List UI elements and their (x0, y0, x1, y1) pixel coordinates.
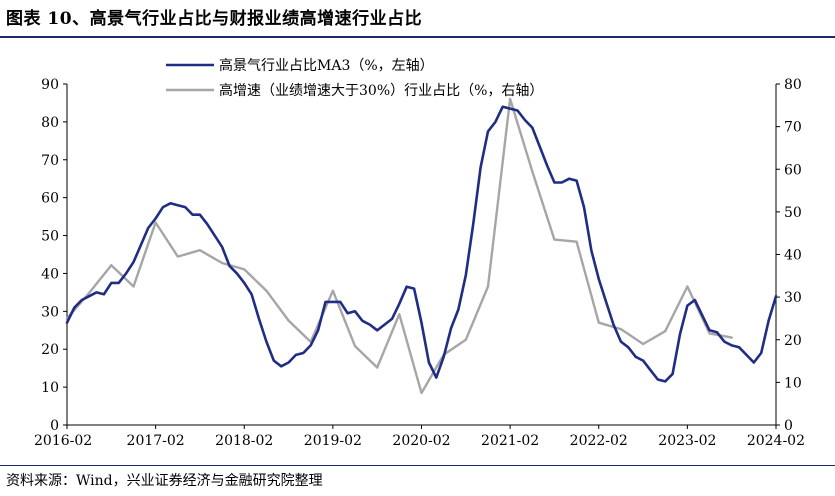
chart-title: 图表 10、高景气行业占比与财报业绩高增速行业占比 (6, 9, 423, 29)
right-tick-label: 0 (784, 418, 793, 434)
left-tick-label: 50 (41, 229, 59, 245)
x-tick-label: 2018-02 (215, 433, 273, 449)
left-tick-label: 60 (41, 191, 59, 207)
right-tick-label: 50 (784, 205, 802, 221)
series-line-high-prosperity (65, 105, 778, 383)
x-tick-label: 2019-02 (304, 433, 362, 449)
x-tick-label: 2022-02 (570, 433, 628, 449)
source-rule (0, 465, 835, 466)
legend-label-high-prosperity: 高景气行业占比MA3（%，左轴） (219, 57, 434, 74)
series-line-high-growth (65, 97, 733, 395)
source-note: 资料来源：Wind，兴业证券经济与金融研究院整理 (6, 473, 323, 489)
x-tick-label: 2016-02 (34, 433, 92, 449)
left-tick-label: 0 (50, 418, 59, 434)
right-tick-label: 80 (784, 77, 802, 93)
left-tick-label: 70 (41, 153, 59, 169)
chart-axes: 0 10 20 30 40 50 60 70 80 90 0 10 20 30 40 50 60 70 80 2016… (34, 77, 805, 449)
left-tick-label: 10 (41, 380, 59, 396)
chart-series (65, 97, 778, 395)
title-rule (0, 36, 835, 38)
left-tick-label: 30 (41, 304, 59, 320)
right-tick-label: 20 (784, 333, 802, 349)
x-tick-label: 2024-02 (747, 433, 805, 449)
left-tick-label: 40 (41, 266, 59, 282)
legend-label-high-growth: 高增速（业绩增速大于30%）行业占比（%，右轴） (219, 82, 543, 99)
x-tick-label: 2021-02 (481, 433, 539, 449)
x-tick-label: 2017-02 (127, 433, 185, 449)
left-tick-label: 20 (41, 342, 59, 358)
right-tick-label: 30 (784, 290, 802, 306)
x-tick-label: 2023-02 (658, 433, 716, 449)
left-tick-label: 80 (41, 115, 59, 131)
line-chart: 0 10 20 30 40 50 60 70 80 90 0 10 20 30 40 50 60 70 80 2016… (34, 57, 805, 449)
chart-legend: 高景气行业占比MA3（%，左轴） 高增速（业绩增速大于30%）行业占比（%，右轴） (166, 57, 543, 99)
right-tick-label: 60 (784, 162, 802, 178)
right-tick-label: 40 (784, 248, 802, 264)
right-tick-label: 70 (784, 120, 802, 136)
x-tick-label: 2020-02 (392, 433, 450, 449)
right-tick-label: 10 (784, 375, 802, 391)
left-tick-label: 90 (41, 77, 59, 93)
